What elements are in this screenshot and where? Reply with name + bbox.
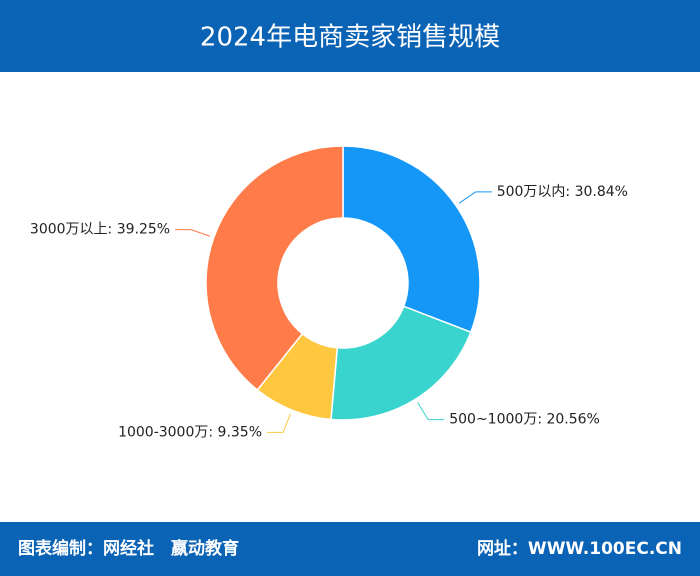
- data-label: 3000万以上: 39.25%: [30, 222, 170, 238]
- header-bar: [0, 0, 700, 72]
- donut-slice: [205, 145, 344, 391]
- footer-bar: [0, 522, 700, 576]
- leader-line: [267, 413, 291, 433]
- donut-slice: [330, 305, 472, 421]
- data-label: 1000-3000万: 9.35%: [118, 424, 262, 440]
- data-label: 500~1000万: 20.56%: [449, 412, 600, 428]
- leader-line: [417, 402, 445, 421]
- chart-title: 2024年电商卖家销售规模: [200, 23, 500, 53]
- leader-line: [458, 191, 492, 204]
- footer-credit: 图表编制：网经社 嬴动教育: [18, 538, 239, 559]
- donut-slice: [342, 145, 481, 334]
- leader-line: [175, 229, 211, 237]
- data-label: 500万以内: 30.84%: [497, 184, 628, 200]
- footer-website: 网址：WWW.100EC.CN: [477, 539, 682, 559]
